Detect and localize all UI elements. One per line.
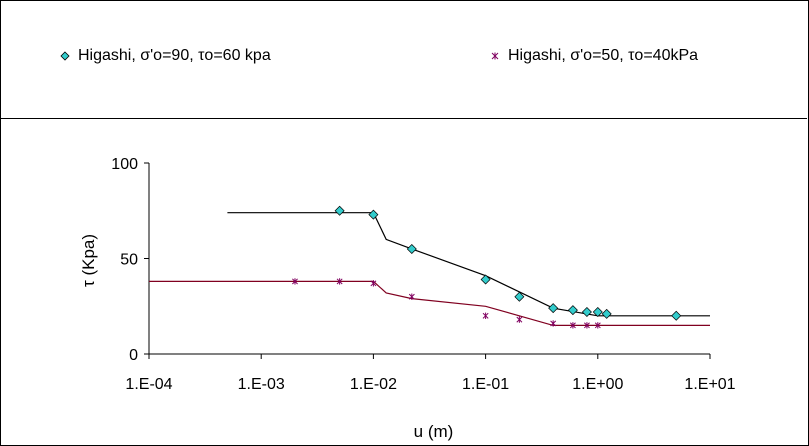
series-1-point [514, 291, 525, 302]
y-axis-label: τ (Kpa) [79, 234, 98, 287]
series-2-point [482, 312, 489, 319]
y-tick-label: 0 [129, 347, 138, 364]
series-1-point [480, 274, 491, 285]
x-tick-label: 1.E-04 [125, 376, 172, 393]
series-1-point [406, 243, 417, 254]
diamond-marker-icon [56, 47, 74, 65]
series-1-point [601, 308, 612, 319]
series-1-point [567, 305, 578, 316]
series-1-point [671, 310, 682, 321]
series-1-point [334, 205, 345, 216]
legend-label-series-2: Higashi, σ'o=50, τo=40kPa [508, 47, 699, 64]
series-2-point [550, 320, 557, 327]
fit-line-2 [149, 280, 710, 326]
series-1-point [548, 303, 559, 314]
x-axis-label: u (m) [414, 422, 454, 441]
series-1-point [592, 306, 603, 317]
x-tick-label: 1.E+01 [684, 376, 735, 393]
series-2-point [370, 280, 377, 287]
series-2-point [292, 278, 298, 285]
series-2-point [594, 322, 601, 329]
series-1-point [581, 306, 592, 317]
series-2-point [336, 278, 343, 285]
y-tick-label: 100 [111, 156, 138, 173]
series-1-point [368, 209, 379, 220]
legend-item-series-2: Higashi, σ'o=50, τo=40kPa [486, 47, 698, 65]
series-2-point [569, 322, 576, 329]
series-2-point [516, 316, 523, 323]
legend: Higashi, σ'o=90, τo=60 kpa Higashi, σ'o=… [0, 0, 807, 119]
x-tick-label: 1.E-02 [350, 376, 397, 393]
series-2-point [408, 293, 415, 300]
y-tick-label: 50 [120, 252, 138, 269]
x-tick-label: 1.E-03 [238, 376, 285, 393]
legend-item-series-1: Higashi, σ'o=90, τo=60 kpa [56, 47, 271, 65]
asterisk-marker-icon [486, 47, 504, 65]
x-tick-label: 1.E+00 [572, 376, 623, 393]
legend-label-series-1: Higashi, σ'o=90, τo=60 kpa [78, 47, 271, 64]
series-2-point [583, 322, 590, 329]
fit-line-1 [227, 212, 710, 317]
x-tick-label: 1.E-01 [462, 376, 509, 393]
